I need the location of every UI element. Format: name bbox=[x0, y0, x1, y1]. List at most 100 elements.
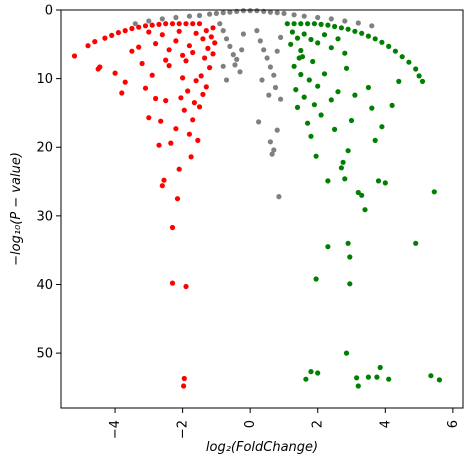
axis-ticks: −4 −2 0 2 4 6 0 10 20 30 40 50 bbox=[36, 4, 460, 440]
point-up-55 bbox=[375, 178, 382, 184]
point-down-59 bbox=[208, 34, 214, 40]
point-ns-2 bbox=[159, 16, 165, 22]
point-up-78 bbox=[431, 189, 437, 195]
point-ns-43 bbox=[256, 119, 262, 125]
point-ns-31 bbox=[234, 56, 240, 63]
point-up-31 bbox=[308, 133, 314, 139]
point-up-77 bbox=[436, 377, 442, 383]
point-up-37 bbox=[321, 71, 328, 77]
point-up-32 bbox=[310, 58, 316, 65]
point-ns-51 bbox=[272, 84, 279, 91]
point-ns-35 bbox=[254, 28, 260, 34]
point-down-41 bbox=[178, 95, 184, 101]
point-up-60 bbox=[325, 244, 331, 250]
point-up-17 bbox=[399, 54, 405, 60]
point-up-33 bbox=[311, 102, 317, 108]
point-down-17 bbox=[183, 21, 189, 27]
point-ns-42 bbox=[278, 34, 284, 41]
point-down-1 bbox=[85, 43, 91, 49]
point-down-33 bbox=[161, 177, 167, 183]
point-up-67 bbox=[315, 370, 321, 376]
x-tick-label: 0 bbox=[243, 420, 258, 428]
point-ns-39 bbox=[267, 64, 273, 70]
point-up-7 bbox=[332, 23, 338, 30]
point-ns-17 bbox=[281, 10, 287, 16]
x-axis-title: log₂(FoldChange) bbox=[206, 440, 318, 455]
point-up-81 bbox=[315, 40, 321, 46]
point-ns-4 bbox=[186, 13, 192, 19]
y-tick-label: 30 bbox=[36, 209, 53, 224]
point-ns-41 bbox=[274, 48, 280, 54]
point-up-9 bbox=[345, 26, 351, 32]
point-down-4 bbox=[97, 64, 103, 70]
point-ns-18 bbox=[291, 12, 297, 18]
point-ns-21 bbox=[328, 16, 334, 22]
point-down-73 bbox=[166, 47, 172, 53]
point-up-4 bbox=[311, 21, 317, 27]
point-up-19 bbox=[413, 66, 419, 72]
point-down-58 bbox=[207, 65, 213, 71]
point-up-89 bbox=[335, 36, 341, 42]
point-down-62 bbox=[169, 280, 176, 286]
point-up-56 bbox=[379, 124, 385, 130]
point-down-2 bbox=[92, 39, 98, 45]
point-up-3 bbox=[305, 21, 311, 27]
point-up-65 bbox=[347, 281, 353, 287]
point-up-47 bbox=[348, 117, 355, 124]
point-down-15 bbox=[169, 21, 176, 27]
point-ns-19 bbox=[301, 13, 307, 19]
point-down-20 bbox=[112, 70, 118, 76]
point-down-0 bbox=[71, 53, 78, 59]
point-ns-24 bbox=[369, 23, 375, 29]
point-down-67 bbox=[180, 52, 186, 58]
point-up-57 bbox=[382, 180, 388, 186]
x-tick-label: 4 bbox=[378, 420, 393, 428]
point-up-50 bbox=[359, 192, 365, 198]
point-down-66 bbox=[173, 38, 179, 44]
point-ns-53 bbox=[266, 92, 272, 98]
y-tick-label: 10 bbox=[36, 72, 53, 87]
point-down-42 bbox=[180, 75, 186, 81]
point-up-87 bbox=[289, 29, 295, 35]
point-up-66 bbox=[308, 369, 314, 375]
point-ns-38 bbox=[264, 55, 270, 61]
point-up-36 bbox=[318, 112, 324, 118]
point-ns-6 bbox=[207, 11, 213, 17]
point-ns-11 bbox=[240, 8, 246, 14]
point-up-76 bbox=[428, 373, 434, 379]
point-down-74 bbox=[203, 28, 209, 34]
point-up-21 bbox=[419, 78, 426, 84]
y-tick-label: 20 bbox=[36, 141, 53, 156]
point-up-88 bbox=[296, 55, 302, 61]
point-down-60 bbox=[210, 51, 216, 57]
point-ns-5 bbox=[196, 12, 203, 19]
point-down-77 bbox=[190, 49, 196, 56]
point-up-75 bbox=[386, 376, 392, 382]
point-down-22 bbox=[122, 79, 128, 85]
point-down-26 bbox=[142, 85, 149, 91]
point-down-6 bbox=[109, 32, 115, 39]
y-tick-label: 0 bbox=[45, 4, 53, 19]
point-down-76 bbox=[200, 36, 206, 42]
y-tick-label: 50 bbox=[36, 347, 53, 362]
point-up-28 bbox=[301, 94, 307, 100]
point-ns-49 bbox=[223, 77, 230, 83]
point-ns-48 bbox=[276, 194, 282, 200]
point-down-78 bbox=[176, 28, 182, 34]
point-up-61 bbox=[345, 240, 351, 246]
point-up-20 bbox=[416, 73, 422, 79]
point-up-44 bbox=[342, 176, 348, 182]
point-up-22 bbox=[288, 41, 294, 47]
point-down-40 bbox=[176, 166, 182, 172]
point-ns-33 bbox=[239, 47, 245, 53]
point-up-62 bbox=[347, 254, 353, 260]
point-up-51 bbox=[362, 207, 368, 213]
point-up-12 bbox=[365, 33, 371, 39]
point-down-9 bbox=[129, 25, 135, 32]
point-up-82 bbox=[328, 45, 334, 51]
point-up-58 bbox=[389, 102, 395, 108]
point-up-0 bbox=[284, 21, 290, 27]
point-up-14 bbox=[379, 39, 385, 45]
